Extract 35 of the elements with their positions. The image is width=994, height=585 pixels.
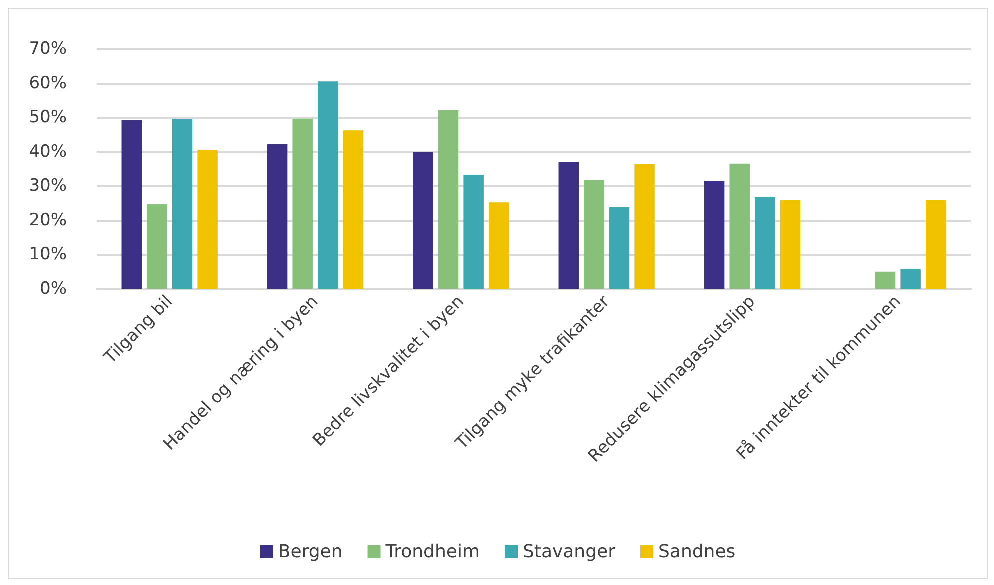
bar: [780, 200, 801, 289]
bar: [198, 150, 218, 289]
y-tick-label: 60%: [29, 73, 67, 94]
bar: [704, 181, 725, 289]
bar: [634, 164, 655, 289]
bar: [343, 130, 364, 289]
bar: [584, 180, 604, 289]
y-tick-label: 30%: [29, 176, 67, 196]
bar: [875, 272, 896, 289]
y-tick-label: 0%: [40, 279, 67, 299]
bar: [609, 207, 630, 289]
y-tick-label: 70%: [29, 39, 67, 59]
bar: [926, 200, 946, 289]
bar: [438, 110, 459, 289]
bar: [558, 162, 580, 289]
legend-label: Trondheim: [384, 542, 480, 562]
bar: [900, 269, 921, 289]
bar: [172, 118, 193, 289]
y-tick-label: 50%: [29, 108, 67, 128]
bar: [292, 118, 313, 289]
legend-label: Stavanger: [522, 542, 616, 562]
bar: [147, 204, 168, 289]
bar: [488, 202, 510, 289]
bar: [267, 144, 288, 289]
y-tick-label: 10%: [29, 244, 67, 265]
bar: [122, 120, 142, 289]
legend-label: Bergen: [278, 542, 343, 562]
bar: [413, 152, 434, 289]
legend-label: Sandnes: [658, 542, 736, 562]
y-tick-label: 40%: [29, 142, 67, 162]
bar: [755, 197, 776, 289]
bar: [318, 82, 338, 289]
y-tick-label: 20%: [29, 210, 67, 230]
bar: [464, 175, 484, 289]
bar: [730, 164, 750, 289]
